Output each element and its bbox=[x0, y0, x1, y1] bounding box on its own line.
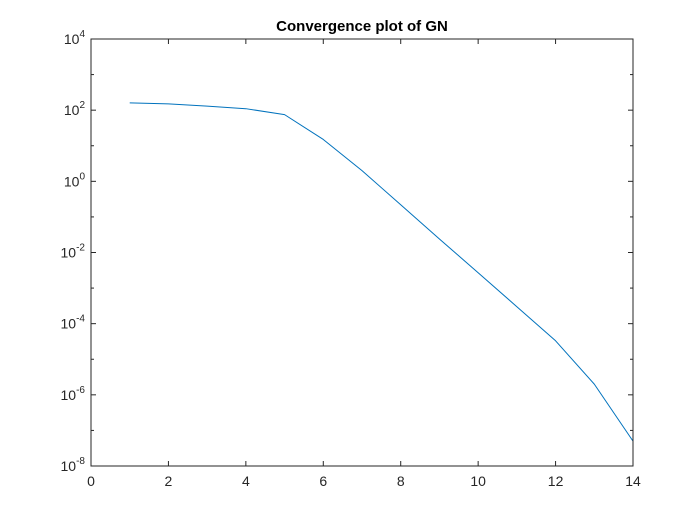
y-tick-label-base: 10 bbox=[64, 102, 80, 118]
series-group bbox=[129, 102, 634, 442]
x-tick-label: 8 bbox=[397, 473, 405, 489]
y-tick-label-base: 10 bbox=[61, 316, 77, 332]
y-tick-label-base: 10 bbox=[61, 458, 77, 474]
x-tick-label: 14 bbox=[625, 473, 641, 489]
y-tick-label-exponent: 0 bbox=[79, 171, 85, 182]
y-tick-label: 10-4 bbox=[61, 314, 86, 332]
x-tick-label: 6 bbox=[319, 473, 327, 489]
x-tick-label: 0 bbox=[87, 473, 95, 489]
x-tick-label: 12 bbox=[548, 473, 564, 489]
y-tick-label: 100 bbox=[64, 171, 86, 189]
y-tick-label-exponent: 4 bbox=[79, 29, 85, 40]
y-tick-label-exponent: -6 bbox=[76, 385, 85, 396]
y-tick-label-base: 10 bbox=[61, 245, 77, 261]
x-tick-labels: 0 2 4 6 8 10 12 14 bbox=[87, 473, 641, 489]
axes-box bbox=[90, 38, 634, 467]
series-line bbox=[129, 102, 634, 442]
y-tick-label: 10-2 bbox=[61, 243, 86, 261]
y-tick-label: 10-6 bbox=[61, 385, 86, 403]
axes-background bbox=[91, 39, 633, 466]
y-tick-label-base: 10 bbox=[61, 387, 77, 403]
y-tick-label-base: 10 bbox=[64, 31, 80, 47]
x-tick-label: 10 bbox=[470, 473, 486, 489]
y-tick-label-exponent: 2 bbox=[79, 100, 85, 111]
chart-title: Convergence plot of GN bbox=[276, 18, 448, 35]
y-tick-label-exponent: -8 bbox=[76, 456, 85, 467]
y-tick-label: 102 bbox=[64, 100, 86, 118]
y-tick-label: 10-8 bbox=[61, 456, 86, 474]
x-tick-label: 2 bbox=[165, 473, 173, 489]
ticks-group bbox=[90, 38, 634, 467]
y-tick-label-exponent: -4 bbox=[76, 314, 85, 325]
y-tick-label-exponent: -2 bbox=[76, 243, 85, 254]
y-tick-label-base: 10 bbox=[64, 173, 80, 189]
x-tick-label: 4 bbox=[242, 473, 250, 489]
y-tick-label: 104 bbox=[64, 29, 86, 47]
